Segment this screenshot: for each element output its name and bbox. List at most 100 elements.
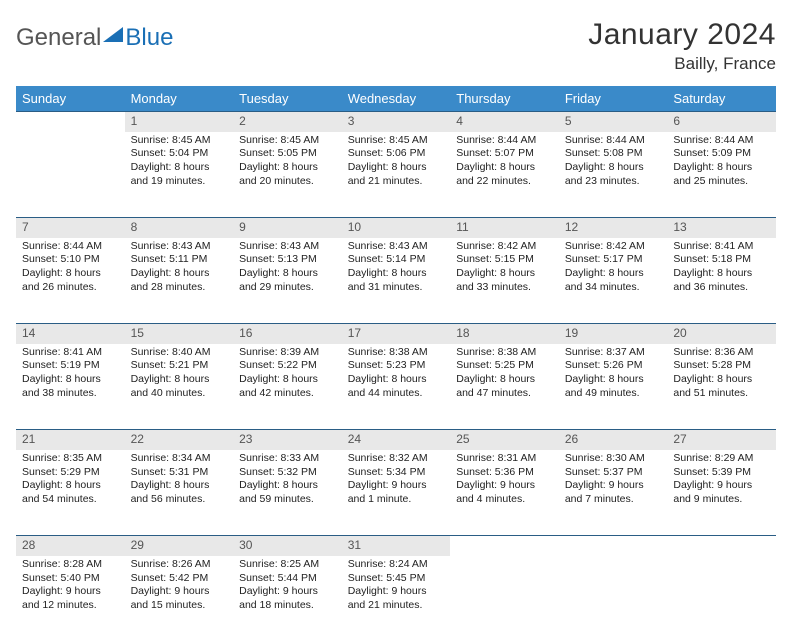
day-details: Sunrise: 8:44 AMSunset: 5:09 PMDaylight:… xyxy=(667,132,776,195)
day-cell: Sunrise: 8:30 AMSunset: 5:37 PMDaylight:… xyxy=(559,450,668,536)
day-number-cell: 24 xyxy=(342,430,451,450)
daylight-text: Daylight: 8 hours and 59 minutes. xyxy=(239,479,336,506)
day-details: Sunrise: 8:41 AMSunset: 5:18 PMDaylight:… xyxy=(667,238,776,301)
day-details: Sunrise: 8:36 AMSunset: 5:28 PMDaylight:… xyxy=(667,344,776,407)
day-details: Sunrise: 8:30 AMSunset: 5:37 PMDaylight:… xyxy=(559,450,668,513)
day-number: 9 xyxy=(233,218,342,238)
day-header: Friday xyxy=(559,86,668,112)
daylight-text: Daylight: 8 hours and 34 minutes. xyxy=(565,267,662,294)
day-cell: Sunrise: 8:43 AMSunset: 5:14 PMDaylight:… xyxy=(342,238,451,324)
day-number xyxy=(450,536,559,556)
day-number-cell: 20 xyxy=(667,324,776,344)
day-number-cell: 12 xyxy=(559,218,668,238)
week-number-row: 78910111213 xyxy=(16,218,776,238)
location-label: Bailly, France xyxy=(588,54,776,74)
day-details: Sunrise: 8:32 AMSunset: 5:34 PMDaylight:… xyxy=(342,450,451,513)
day-number: 7 xyxy=(16,218,125,238)
day-number: 11 xyxy=(450,218,559,238)
sunrise-text: Sunrise: 8:44 AM xyxy=(673,134,770,148)
sunrise-text: Sunrise: 8:30 AM xyxy=(565,452,662,466)
day-cell: Sunrise: 8:43 AMSunset: 5:11 PMDaylight:… xyxy=(125,238,234,324)
sunset-text: Sunset: 5:34 PM xyxy=(348,466,445,480)
day-number-cell: 26 xyxy=(559,430,668,450)
day-details: Sunrise: 8:34 AMSunset: 5:31 PMDaylight:… xyxy=(125,450,234,513)
sunset-text: Sunset: 5:26 PM xyxy=(565,359,662,373)
day-cell: Sunrise: 8:38 AMSunset: 5:25 PMDaylight:… xyxy=(450,344,559,430)
day-number-cell: 21 xyxy=(16,430,125,450)
day-number xyxy=(559,536,668,556)
sunset-text: Sunset: 5:37 PM xyxy=(565,466,662,480)
sunrise-text: Sunrise: 8:40 AM xyxy=(131,346,228,360)
sunset-text: Sunset: 5:28 PM xyxy=(673,359,770,373)
day-number xyxy=(667,536,776,556)
day-header: Tuesday xyxy=(233,86,342,112)
sunrise-text: Sunrise: 8:32 AM xyxy=(348,452,445,466)
day-cell: Sunrise: 8:38 AMSunset: 5:23 PMDaylight:… xyxy=(342,344,451,430)
day-number-cell: 27 xyxy=(667,430,776,450)
daylight-text: Daylight: 8 hours and 28 minutes. xyxy=(131,267,228,294)
day-number: 15 xyxy=(125,324,234,344)
day-header: Wednesday xyxy=(342,86,451,112)
sunrise-text: Sunrise: 8:38 AM xyxy=(348,346,445,360)
sunrise-text: Sunrise: 8:42 AM xyxy=(456,240,553,254)
sunrise-text: Sunrise: 8:31 AM xyxy=(456,452,553,466)
sunrise-text: Sunrise: 8:33 AM xyxy=(239,452,336,466)
day-details: Sunrise: 8:26 AMSunset: 5:42 PMDaylight:… xyxy=(125,556,234,619)
day-number: 17 xyxy=(342,324,451,344)
header: General Blue January 2024 Bailly, France xyxy=(16,18,776,74)
sunrise-text: Sunrise: 8:28 AM xyxy=(22,558,119,572)
daylight-text: Daylight: 8 hours and 36 minutes. xyxy=(673,267,770,294)
day-number-cell: 9 xyxy=(233,218,342,238)
sunset-text: Sunset: 5:45 PM xyxy=(348,572,445,586)
sunset-text: Sunset: 5:10 PM xyxy=(22,253,119,267)
daylight-text: Daylight: 9 hours and 1 minute. xyxy=(348,479,445,506)
day-cell: Sunrise: 8:32 AMSunset: 5:34 PMDaylight:… xyxy=(342,450,451,536)
day-number: 27 xyxy=(667,430,776,450)
week-number-row: 28293031 xyxy=(16,536,776,556)
day-cell: Sunrise: 8:41 AMSunset: 5:18 PMDaylight:… xyxy=(667,238,776,324)
day-number-cell: 14 xyxy=(16,324,125,344)
day-cell: Sunrise: 8:45 AMSunset: 5:06 PMDaylight:… xyxy=(342,132,451,218)
sunrise-text: Sunrise: 8:43 AM xyxy=(131,240,228,254)
day-cell: Sunrise: 8:42 AMSunset: 5:15 PMDaylight:… xyxy=(450,238,559,324)
daylight-text: Daylight: 8 hours and 19 minutes. xyxy=(131,161,228,188)
sunset-text: Sunset: 5:31 PM xyxy=(131,466,228,480)
day-details: Sunrise: 8:39 AMSunset: 5:22 PMDaylight:… xyxy=(233,344,342,407)
day-number-cell: 19 xyxy=(559,324,668,344)
day-details: Sunrise: 8:37 AMSunset: 5:26 PMDaylight:… xyxy=(559,344,668,407)
week-number-row: 123456 xyxy=(16,112,776,132)
sunrise-text: Sunrise: 8:44 AM xyxy=(22,240,119,254)
daylight-text: Daylight: 9 hours and 15 minutes. xyxy=(131,585,228,612)
sunset-text: Sunset: 5:13 PM xyxy=(239,253,336,267)
sunrise-text: Sunrise: 8:43 AM xyxy=(348,240,445,254)
sunset-text: Sunset: 5:06 PM xyxy=(348,147,445,161)
sunset-text: Sunset: 5:09 PM xyxy=(673,147,770,161)
sunset-text: Sunset: 5:21 PM xyxy=(131,359,228,373)
day-number-cell: 13 xyxy=(667,218,776,238)
sunrise-text: Sunrise: 8:41 AM xyxy=(22,346,119,360)
day-number-cell: 29 xyxy=(125,536,234,556)
sunrise-text: Sunrise: 8:35 AM xyxy=(22,452,119,466)
daylight-text: Daylight: 8 hours and 51 minutes. xyxy=(673,373,770,400)
day-cell: Sunrise: 8:28 AMSunset: 5:40 PMDaylight:… xyxy=(16,556,125,642)
sunset-text: Sunset: 5:40 PM xyxy=(22,572,119,586)
day-number: 29 xyxy=(125,536,234,556)
day-number-cell: 6 xyxy=(667,112,776,132)
day-number: 12 xyxy=(559,218,668,238)
sunrise-text: Sunrise: 8:41 AM xyxy=(673,240,770,254)
day-details: Sunrise: 8:42 AMSunset: 5:17 PMDaylight:… xyxy=(559,238,668,301)
day-number: 4 xyxy=(450,112,559,132)
week-body-row: Sunrise: 8:35 AMSunset: 5:29 PMDaylight:… xyxy=(16,450,776,536)
sunset-text: Sunset: 5:18 PM xyxy=(673,253,770,267)
brand-triangle-icon xyxy=(103,27,123,50)
daylight-text: Daylight: 9 hours and 21 minutes. xyxy=(348,585,445,612)
day-header: Saturday xyxy=(667,86,776,112)
sunset-text: Sunset: 5:15 PM xyxy=(456,253,553,267)
day-details: Sunrise: 8:28 AMSunset: 5:40 PMDaylight:… xyxy=(16,556,125,619)
sunset-text: Sunset: 5:42 PM xyxy=(131,572,228,586)
day-number-cell: 2 xyxy=(233,112,342,132)
daylight-text: Daylight: 9 hours and 4 minutes. xyxy=(456,479,553,506)
sunset-text: Sunset: 5:39 PM xyxy=(673,466,770,480)
day-details: Sunrise: 8:43 AMSunset: 5:13 PMDaylight:… xyxy=(233,238,342,301)
day-header: Thursday xyxy=(450,86,559,112)
